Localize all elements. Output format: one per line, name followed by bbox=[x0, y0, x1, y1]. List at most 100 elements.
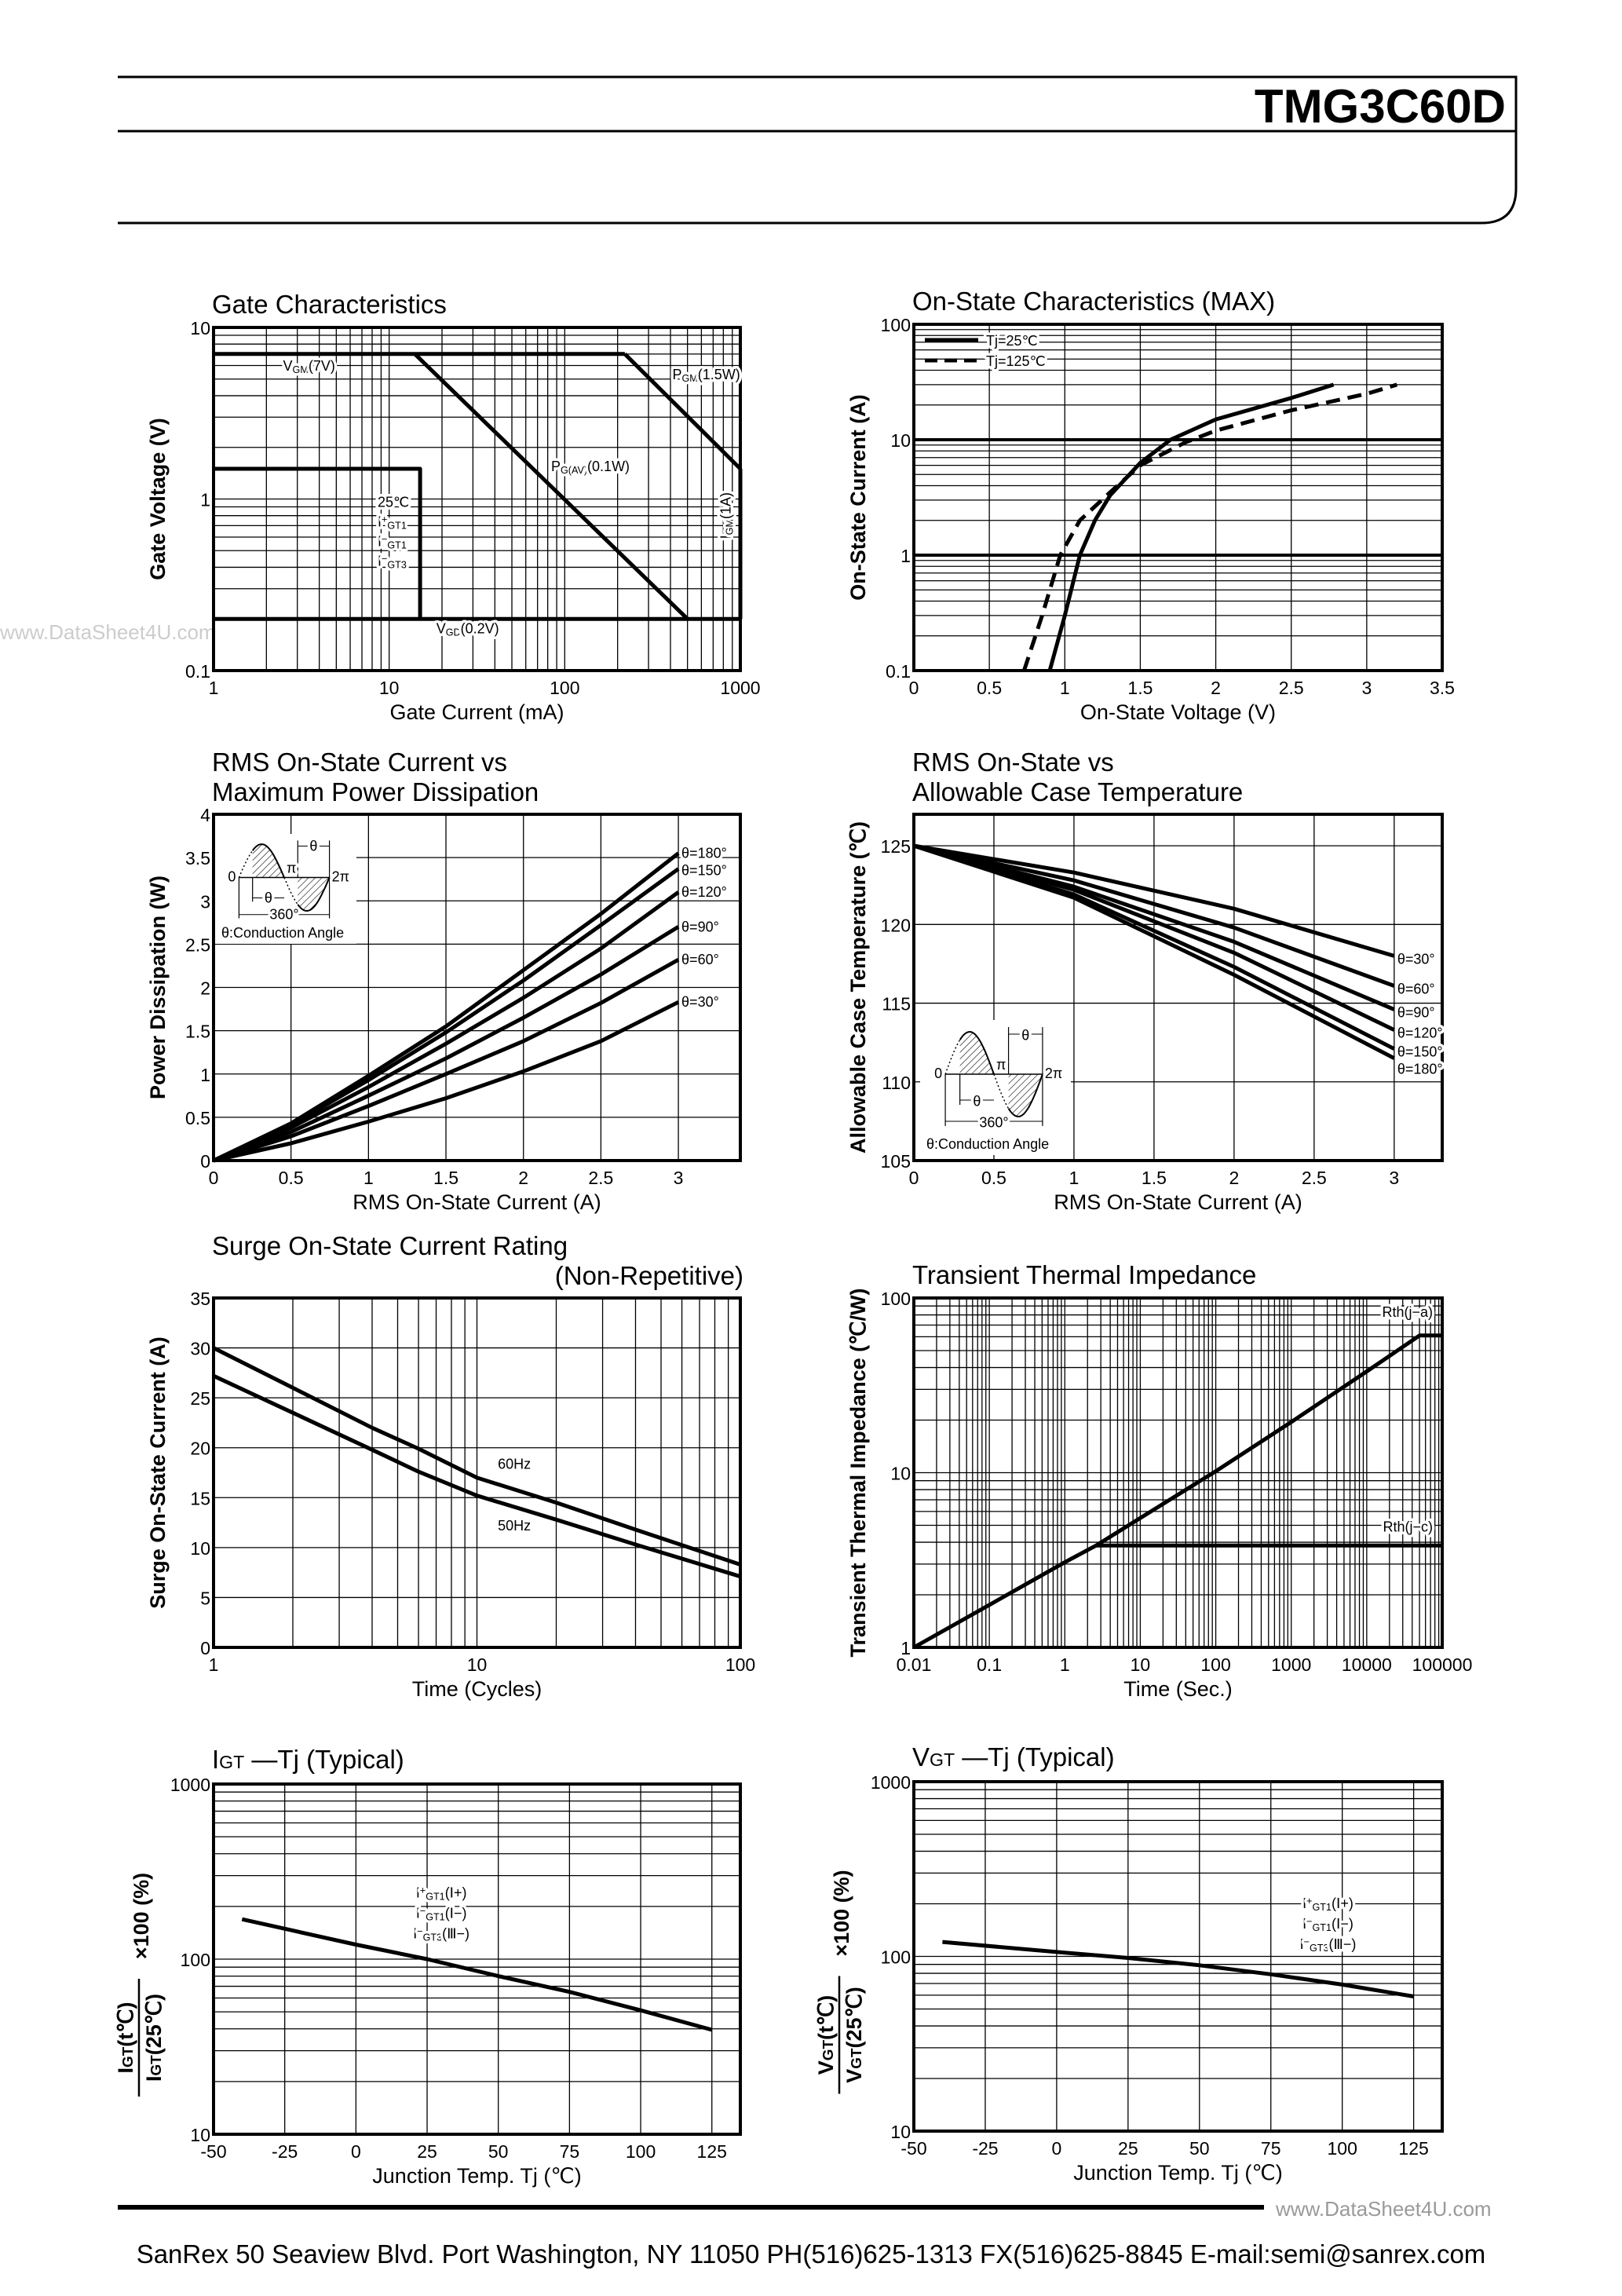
x-tick-label: 75 bbox=[1261, 2138, 1281, 2159]
y-tick-label: 0 bbox=[200, 1151, 210, 1172]
x-axis-title: Time (Sec.) bbox=[1123, 1677, 1233, 1701]
inset-label: 2π bbox=[1045, 1066, 1062, 1081]
y-tick-label: 1000 bbox=[170, 1775, 210, 1795]
inset-wave-dotted bbox=[944, 1039, 961, 1075]
conduction-angle-inset: 0 π 2π θ θ 360° θ:Conduction Angle bbox=[215, 834, 356, 944]
y-tick-label: 4 bbox=[200, 805, 210, 825]
y-tick-label: 100 bbox=[881, 1289, 911, 1309]
x-tick-label: 3 bbox=[1389, 1168, 1399, 1188]
y-axis-title-sub: GT bbox=[849, 2048, 865, 2069]
watermark-footer: www.DataSheet4U.com bbox=[1275, 2197, 1492, 2221]
series-label: Rth(j−a) bbox=[1382, 1304, 1433, 1320]
x-tick-label: -50 bbox=[901, 2138, 926, 2159]
y-tick-label: 3.5 bbox=[185, 848, 210, 868]
series-label: θ=180° bbox=[1397, 1062, 1443, 1077]
x-tick-label: 2.5 bbox=[588, 1168, 613, 1188]
series-label: θ=120° bbox=[1397, 1026, 1443, 1041]
y-axis-title-sub: GT bbox=[820, 2040, 837, 2061]
y-axis-title: Gate Voltage (V) bbox=[146, 418, 170, 580]
y-tick-label: 100 bbox=[881, 315, 911, 335]
annotation-part: GT1 bbox=[1313, 1922, 1332, 1933]
x-tick-label: -50 bbox=[200, 2141, 226, 2162]
x-tick-label: 0 bbox=[909, 1168, 919, 1188]
x-tick-label: 1 bbox=[1060, 1654, 1070, 1675]
x-tick-label: 100 bbox=[1200, 1654, 1230, 1675]
x-tick-label: 100000 bbox=[1412, 1654, 1473, 1675]
y-axis-title-ylabel_den: VGT(25℃) bbox=[842, 1987, 866, 2083]
annotation-part: + bbox=[382, 514, 387, 525]
annotation-part: (Ⅰ+) bbox=[1332, 1896, 1353, 1911]
y-tick-label: 10 bbox=[890, 1464, 911, 1484]
series-label: θ=150° bbox=[1397, 1044, 1443, 1060]
chart-title: IGT —Tj (Typical) bbox=[212, 1745, 404, 1774]
y-tick-label: 1 bbox=[200, 490, 210, 510]
series-label: θ=90° bbox=[1397, 1005, 1435, 1021]
series-line-2 bbox=[623, 353, 742, 470]
chart-5: 1 10 100 0 5 10 15 20 25 30 35 Surge On-State Curre… bbox=[146, 1231, 755, 1701]
y-tick-label: 0.1 bbox=[185, 661, 210, 682]
title-prefix: V bbox=[912, 1742, 930, 1771]
plot-frame bbox=[212, 1782, 742, 2136]
y-axis-title-cond: (25℃) bbox=[842, 1987, 866, 2048]
series-label: θ=180° bbox=[681, 846, 727, 861]
y-tick-label: 2 bbox=[200, 978, 210, 999]
y-tick-label: 30 bbox=[190, 1339, 210, 1359]
inset-label: θ bbox=[265, 890, 272, 905]
chart-title: VGT —Tj (Typical) bbox=[912, 1742, 1115, 1771]
annotation: IGM(1A) bbox=[718, 492, 736, 539]
annotation: I−GT1(Ⅰ−) bbox=[416, 1905, 467, 1922]
series-label: θ=30° bbox=[681, 994, 719, 1010]
series-line-4 bbox=[213, 925, 680, 1163]
annotation-part: G(AV) bbox=[561, 465, 587, 476]
y-axis-title-sub: GT bbox=[148, 2055, 165, 2076]
inset-wave-dotted bbox=[283, 877, 298, 905]
x-axis-title: Gate Current (mA) bbox=[389, 700, 564, 724]
x-tick-label: 1000 bbox=[1271, 1654, 1311, 1675]
inset-label: θ bbox=[1021, 1028, 1029, 1044]
y-axis-title: Power Dissipation (W) bbox=[146, 876, 170, 1099]
series-label: 50Hz bbox=[498, 1518, 531, 1534]
y-tick-label: 100 bbox=[881, 1947, 911, 1968]
x-axis-title: Time (Cycles) bbox=[412, 1677, 542, 1701]
y-tick-label: 5 bbox=[200, 1588, 210, 1608]
header-frame bbox=[118, 75, 1518, 225]
x-tick-label: 1.5 bbox=[1142, 1168, 1167, 1188]
y-tick-label: 10 bbox=[890, 2122, 911, 2142]
y-tick-label: 1 bbox=[901, 1638, 911, 1658]
x-tick-label: 3 bbox=[674, 1168, 684, 1188]
x-tick-label: 0.5 bbox=[981, 1168, 1006, 1188]
chart-title: Gate Characteristics bbox=[212, 290, 447, 319]
x-tick-label: 0.5 bbox=[977, 678, 1002, 698]
x-tick-label: 0 bbox=[1051, 2138, 1061, 2159]
annotation: VGD(0.2V) bbox=[437, 620, 499, 638]
annotation: PGM(1.5W) bbox=[672, 367, 740, 384]
y-axis-title-cond: (25℃) bbox=[142, 1994, 166, 2055]
series-line-4 bbox=[913, 843, 1395, 1032]
x-tick-label: 25 bbox=[1118, 2138, 1138, 2159]
x-tick-label: 100 bbox=[626, 2141, 656, 2162]
x-tick-label: 1 bbox=[1069, 1168, 1080, 1188]
chart-title: On-State Characteristics (MAX) bbox=[912, 287, 1275, 316]
annotation-part: (1.5W) bbox=[698, 367, 740, 382]
annotation-part: GT1 bbox=[387, 521, 406, 532]
inset-label: 0 bbox=[934, 1066, 942, 1081]
y-tick-label: 10 bbox=[890, 430, 911, 451]
x-tick-label: 100 bbox=[725, 1654, 755, 1675]
annotation-part: (0.1W) bbox=[587, 459, 630, 474]
series-line-5 bbox=[213, 958, 680, 1163]
series-line-6 bbox=[213, 1000, 680, 1163]
x-tick-label: 100 bbox=[1327, 2138, 1357, 2159]
x-tick-label: 0 bbox=[209, 1168, 219, 1188]
chart-title-line-1: RMS On-State vs bbox=[912, 748, 1114, 777]
inset-hatch bbox=[959, 1032, 994, 1074]
x-tick-label: 0 bbox=[909, 678, 919, 698]
y-axis-title: Surge On-State Current (A) bbox=[146, 1336, 170, 1609]
x-tick-label: 0.01 bbox=[897, 1654, 932, 1675]
annotation-part: (0.2V) bbox=[461, 620, 499, 636]
x-axis-title: RMS On-State Current (A) bbox=[1054, 1190, 1302, 1214]
x-tick-label: 2 bbox=[518, 1168, 528, 1188]
x-tick-label: 1.5 bbox=[1127, 678, 1153, 698]
inset-label: θ bbox=[973, 1094, 981, 1110]
y-axis-title: VGT(t℃)VGT(25℃)×100 (%) bbox=[814, 1870, 866, 2094]
